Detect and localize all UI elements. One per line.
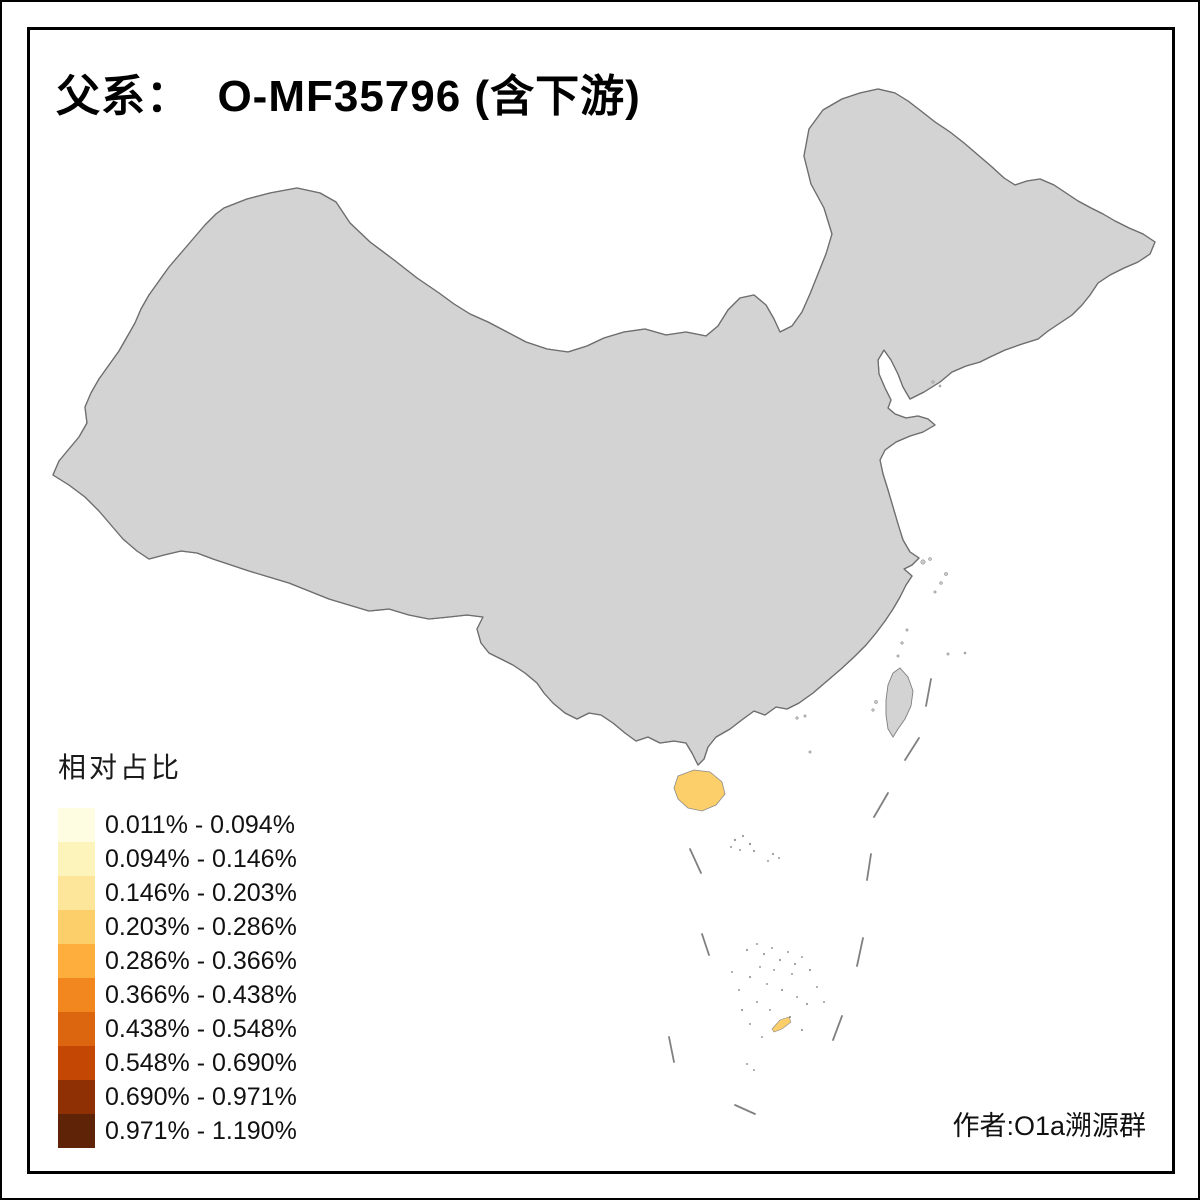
legend-label: 0.286% - 0.366% <box>105 946 297 975</box>
legend-label: 0.438% - 0.548% <box>105 1014 297 1043</box>
page-title: 父系： O-MF35796 (含下游) <box>56 72 641 121</box>
legend-label: 0.366% - 0.438% <box>105 980 297 1009</box>
coastal-islands <box>795 380 967 754</box>
legend-swatch <box>58 808 95 842</box>
attribution: 作者:O1a溯源群 <box>952 1111 1146 1141</box>
map-region <box>906 462 930 477</box>
legend-swatch <box>58 910 95 944</box>
legend-label: 0.548% - 0.690% <box>105 1048 297 1077</box>
hainan-island <box>673 769 726 812</box>
legend-swatch <box>58 944 95 978</box>
legend-label: 0.690% - 0.971% <box>105 1082 297 1111</box>
legend-label: 0.011% - 0.094% <box>105 810 295 839</box>
legend: 相对占比 0.011% - 0.094% 0.094% - 0.146% 0.1… <box>58 746 297 1148</box>
legend-label: 0.146% - 0.203% <box>105 878 297 907</box>
spratly-colored-islet <box>771 1016 792 1033</box>
legend-entry: 0.094% - 0.146% <box>58 842 297 876</box>
legend-swatch <box>58 1080 95 1114</box>
taiwan-island <box>885 667 914 738</box>
legend-entry: 0.203% - 0.286% <box>58 910 297 944</box>
legend-entry: 0.146% - 0.203% <box>58 876 297 910</box>
legend-swatch <box>58 1046 95 1080</box>
legend-entry: 0.286% - 0.366% <box>58 944 297 978</box>
legend-entry: 0.366% - 0.438% <box>58 978 297 1012</box>
legend-entry: 0.690% - 0.971% <box>58 1080 297 1114</box>
map-region <box>894 446 919 461</box>
legend-label: 0.203% - 0.286% <box>105 912 297 941</box>
country-outline <box>52 88 1156 766</box>
legend-label: 0.971% - 1.190% <box>105 1116 297 1145</box>
south-china-sea-islands <box>730 834 825 1071</box>
legend-label: 0.094% - 0.146% <box>105 844 297 873</box>
legend-entry: 0.548% - 0.690% <box>58 1046 297 1080</box>
legend-swatch <box>58 1114 95 1148</box>
legend-swatch <box>58 876 95 910</box>
legend-swatch <box>58 842 95 876</box>
legend-swatch <box>58 1012 95 1046</box>
legend-entry: 0.011% - 0.094% <box>58 808 297 842</box>
legend-entry: 0.971% - 1.190% <box>58 1114 297 1148</box>
legend-title: 相对占比 <box>58 752 183 783</box>
legend-swatch <box>58 978 95 1012</box>
legend-entry: 0.438% - 0.548% <box>58 1012 297 1046</box>
nine-dash-line <box>668 678 932 1115</box>
